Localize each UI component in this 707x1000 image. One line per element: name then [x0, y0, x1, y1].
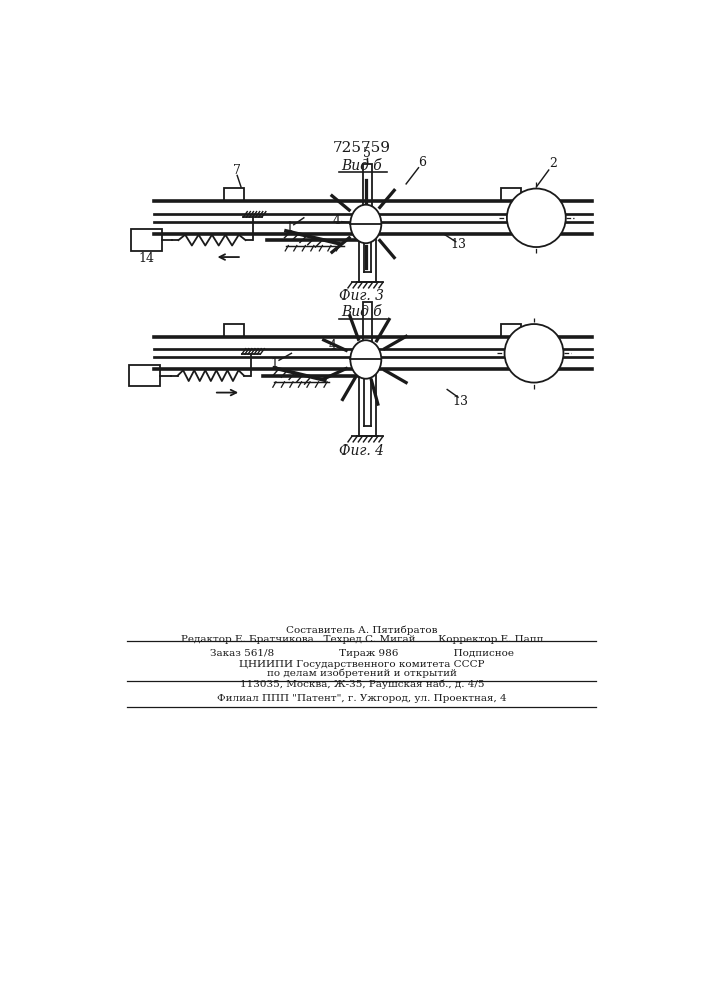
Text: Заказ 561/8                    Тираж 986                 Подписное: Заказ 561/8 Тираж 986 Подписное	[210, 649, 514, 658]
Bar	[224, 188, 244, 201]
Text: Составитель А. Пятибратов: Составитель А. Пятибратов	[286, 626, 438, 635]
Bar	[131, 229, 162, 251]
Text: 13: 13	[452, 395, 468, 408]
Bar	[224, 324, 244, 337]
Bar	[363, 302, 372, 353]
Text: 113035, Москва, Ж-35, Раушская наб., д. 4/5: 113035, Москва, Ж-35, Раушская наб., д. …	[240, 680, 484, 689]
Text: по делам изобретений и открытий: по делам изобретений и открытий	[267, 669, 457, 678]
Ellipse shape	[351, 205, 381, 243]
Bar	[501, 188, 521, 201]
Text: 5: 5	[363, 147, 371, 160]
Text: 14: 14	[139, 252, 155, 265]
Text: Вид б: Вид б	[341, 159, 382, 173]
Text: 6: 6	[418, 156, 426, 169]
Text: 4: 4	[332, 214, 340, 227]
Bar	[363, 164, 372, 218]
Text: Филиал ППП "Патент", г. Ужгород, ул. Проектная, 4: Филиал ППП "Патент", г. Ужгород, ул. Про…	[217, 694, 507, 703]
Text: 1: 1	[286, 221, 294, 234]
Ellipse shape	[351, 340, 381, 379]
Text: Редактор Е. Братчикова   Техред С. Мигай       Корректор Е. Папп: Редактор Е. Братчикова Техред С. Мигай К…	[181, 635, 543, 644]
Text: Вид б: Вид б	[341, 306, 382, 320]
Text: 2: 2	[549, 157, 557, 170]
Text: 1: 1	[270, 357, 279, 370]
Text: 13: 13	[451, 238, 467, 251]
Text: 7: 7	[233, 164, 241, 177]
Text: 725759: 725759	[333, 141, 391, 155]
Bar	[501, 324, 521, 337]
Circle shape	[507, 189, 566, 247]
Circle shape	[505, 324, 563, 383]
Text: 4: 4	[329, 339, 337, 352]
Bar	[129, 365, 160, 386]
Text: Фиг. 3: Фиг. 3	[339, 289, 385, 303]
Text: ЦНИИПИ Государственного комитета СССР: ЦНИИПИ Государственного комитета СССР	[239, 660, 485, 669]
Text: Фиг. 4: Фиг. 4	[339, 444, 385, 458]
